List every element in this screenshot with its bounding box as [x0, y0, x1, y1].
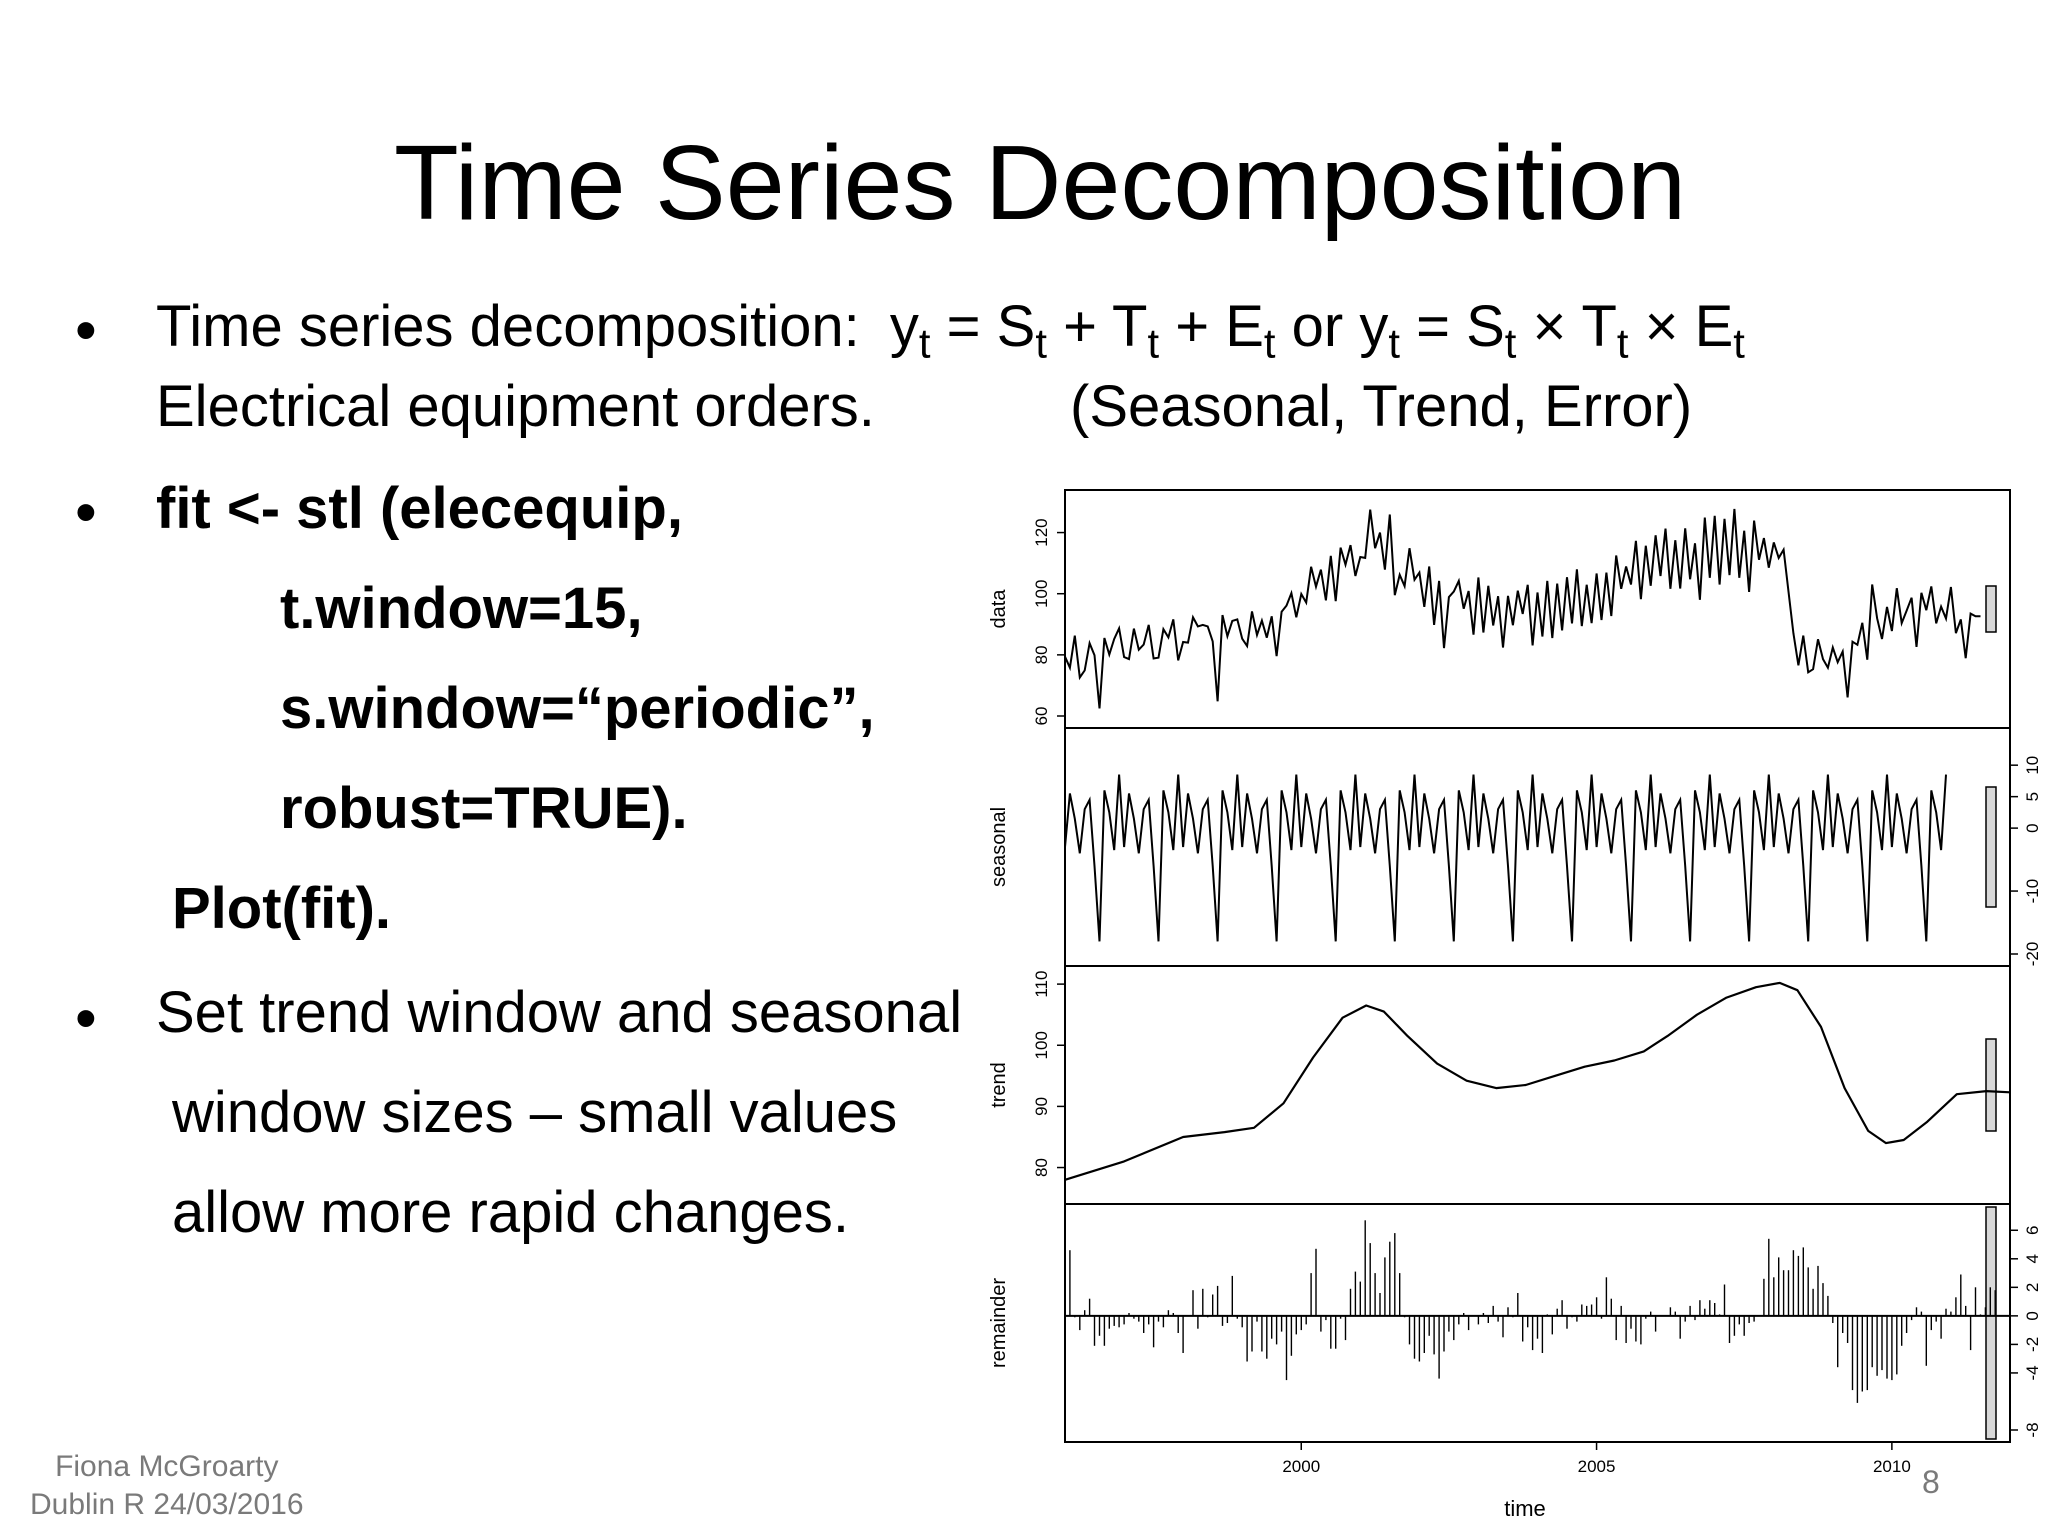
panel-frame-data — [1064, 489, 2011, 729]
panel-frame-remainder — [1064, 1203, 2011, 1443]
bullet-dataset-description: Electrical equipment orders. — [156, 374, 875, 439]
y-tick-label: 80 — [1032, 1158, 1051, 1177]
y-tick-label: 80 — [1032, 645, 1051, 664]
panel-ylabel-seasonal: seasonal — [988, 807, 1010, 887]
code-line-3: s.window=“periodic”, — [280, 676, 875, 741]
x-tick-label: 2010 — [1873, 1457, 1911, 1476]
series-data — [1064, 508, 1981, 709]
bullet-decomposition: Time series decomposition: yt = St + Tt … — [156, 298, 1745, 365]
footer-event: Dublin R 24/03/2016 — [30, 1488, 304, 1521]
slide-footer: Fiona McGroarty Dublin R 24/03/2016 — [30, 1448, 304, 1524]
bullet-window-line-2: window sizes – small values — [172, 1080, 898, 1145]
y-tick-label: -2 — [2023, 1337, 2040, 1352]
decomposition-formula: yt = St + Tt + Et or yt = St × Tt × Et — [889, 294, 1745, 367]
range-bar — [1985, 585, 1997, 633]
range-bar — [1985, 786, 1997, 908]
y-tick-label: 0 — [2023, 1311, 2040, 1320]
slide-title: Time Series Decomposition — [393, 124, 1687, 242]
panel-ylabel-remainder: remainder — [988, 1278, 1010, 1368]
bullet-decomposition-label: Time series decomposition: — [156, 294, 860, 359]
code-line-1: fit <- stl (elecequip, — [156, 476, 683, 541]
y-tick-label: 4 — [2023, 1254, 2040, 1263]
range-bar — [1985, 1038, 1997, 1132]
y-tick-label: 6 — [2023, 1226, 2040, 1235]
x-axis-label: time — [1504, 1496, 1546, 1521]
bullet-marker: • — [75, 296, 97, 365]
plot-call: Plot(fit). — [172, 876, 392, 941]
y-tick-label: 2 — [2023, 1283, 2040, 1292]
code-line-4: robust=TRUE). — [280, 776, 688, 841]
footer-author: Fiona McGroarty — [55, 1450, 279, 1483]
bullet-marker: • — [75, 478, 97, 547]
series-seasonal — [1064, 774, 1947, 942]
bullet-window-line-3: allow more rapid changes. — [172, 1180, 850, 1245]
y-tick-label: 110 — [1032, 971, 1051, 998]
y-tick-label: 60 — [1032, 707, 1051, 726]
y-tick-label: 0 — [2023, 823, 2040, 832]
y-tick-label: -4 — [2023, 1365, 2040, 1380]
panel-ylabel-data: data — [988, 589, 1010, 629]
series-trend — [1064, 981, 2011, 1181]
y-tick-label: 100 — [1032, 580, 1051, 608]
bullet-window-line-1: Set trend window and seasonal — [156, 980, 963, 1045]
y-tick-label: 90 — [1032, 1097, 1051, 1116]
y-tick-label: 100 — [1032, 1031, 1051, 1059]
panel-frame-trend — [1064, 965, 2011, 1205]
x-tick-label: 2005 — [1578, 1457, 1616, 1476]
y-tick-label: 120 — [1032, 518, 1051, 546]
y-tick-label: 5 — [2023, 792, 2040, 801]
code-line-2: t.window=15, — [280, 576, 643, 641]
y-tick-label: -8 — [2023, 1422, 2040, 1437]
page-number: 8 — [1922, 1464, 1940, 1500]
component-legend: (Seasonal, Trend, Error) — [1070, 374, 1693, 439]
y-tick-label: 10 — [2023, 756, 2040, 775]
stl-decomposition-chart: data6080100120seasonal-20-100510trend809… — [988, 489, 2040, 1521]
y-tick-label: -10 — [2023, 879, 2040, 904]
range-bar — [1985, 1206, 1997, 1440]
panel-ylabel-trend: trend — [988, 1062, 1010, 1108]
x-tick-label: 2000 — [1282, 1457, 1320, 1476]
y-tick-label: -20 — [2023, 942, 2040, 967]
bullet-marker: • — [75, 984, 97, 1053]
